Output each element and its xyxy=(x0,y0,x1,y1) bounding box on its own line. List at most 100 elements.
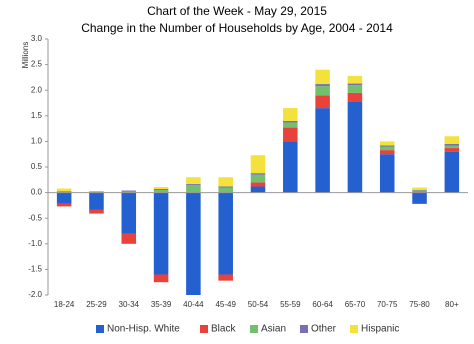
y-tick-label: -1.5 xyxy=(28,265,42,274)
x-tick-label: 50-54 xyxy=(248,300,269,309)
bar-segment xyxy=(444,148,460,152)
bar-segment xyxy=(218,192,233,275)
bar-segment xyxy=(218,186,233,188)
x-tick-label: 80+ xyxy=(445,300,459,309)
bar-segment xyxy=(315,84,330,87)
y-tick-label: 2.5 xyxy=(31,60,43,69)
bar-segment xyxy=(56,188,72,192)
bar-segment xyxy=(283,127,298,142)
legend-swatch xyxy=(250,325,258,333)
y-tick-label: -0.5 xyxy=(28,213,42,222)
bar-segment xyxy=(121,192,137,234)
bar-segment xyxy=(153,189,169,191)
bar-segment xyxy=(379,154,395,193)
bar-segment xyxy=(250,186,266,193)
bar-segment xyxy=(412,190,427,192)
bar-segment xyxy=(89,192,104,210)
x-tick-label: 18-24 xyxy=(54,300,75,309)
bar-segment xyxy=(444,145,460,149)
x-tick-label: 35-39 xyxy=(151,300,172,309)
bar-segment xyxy=(347,85,363,93)
x-tick-label: 25-29 xyxy=(86,300,107,309)
y-tick-label: -1.0 xyxy=(28,239,42,248)
bar-segment xyxy=(89,191,104,192)
y-tick-label: 0.0 xyxy=(31,188,43,197)
bar-segment xyxy=(412,190,427,191)
bar-segment xyxy=(315,69,330,85)
bar-segment xyxy=(89,209,104,214)
bar-segment xyxy=(250,173,266,175)
bar-segment xyxy=(379,145,395,147)
bar-segment xyxy=(444,143,460,146)
legend-label: Black xyxy=(211,324,236,335)
bar-segment xyxy=(412,191,427,193)
bar-segment xyxy=(315,95,330,109)
bar-segment xyxy=(250,155,266,174)
bar-segment xyxy=(218,274,233,281)
bar-segment xyxy=(379,141,395,146)
x-tick-label: 30-34 xyxy=(119,300,140,309)
x-tick-label: 45-49 xyxy=(215,300,236,309)
y-tick-label: 1.5 xyxy=(31,111,43,120)
y-tick-label: 3.0 xyxy=(31,34,43,43)
bar-segment xyxy=(56,203,72,207)
bar-segment xyxy=(186,183,201,185)
x-tick-label: 65-70 xyxy=(345,300,366,309)
bar-segment xyxy=(121,191,137,193)
bar-segment xyxy=(218,177,233,187)
bar-segment xyxy=(347,92,363,102)
bar-segment xyxy=(347,75,363,84)
bar-segment xyxy=(283,120,298,123)
legend-swatch xyxy=(96,325,104,333)
bar-segment xyxy=(444,136,460,144)
legend-label: Hispanic xyxy=(361,324,399,335)
legend-label: Other xyxy=(311,324,337,335)
bar-segment xyxy=(121,190,137,192)
bar-segment xyxy=(186,177,201,184)
bar-segment xyxy=(89,191,104,193)
bar-segment xyxy=(121,233,137,244)
bar-segment xyxy=(379,146,395,151)
y-tick-label: 0.5 xyxy=(31,162,43,171)
x-tick-label: 40-44 xyxy=(183,300,204,309)
bar-segment xyxy=(283,141,298,193)
bar-segment xyxy=(153,192,169,275)
legend-swatch xyxy=(350,325,358,333)
bar-segment xyxy=(56,192,72,204)
y-tick-label: -2.0 xyxy=(28,290,42,299)
bar-segment xyxy=(186,192,201,295)
x-tick-label: 55-59 xyxy=(280,300,301,309)
bar-segment xyxy=(315,86,330,96)
bar-segment xyxy=(218,187,233,193)
bar-segment xyxy=(379,150,395,155)
bar-segment xyxy=(347,83,363,86)
bar-segment xyxy=(186,184,201,193)
bar-segment xyxy=(283,122,298,128)
bar-segment xyxy=(153,274,169,283)
y-tick-label: 2.0 xyxy=(31,85,43,94)
y-axis-label: Millions xyxy=(21,42,30,69)
bar-segment xyxy=(250,182,266,187)
bar-segment xyxy=(315,108,330,193)
bar-segment xyxy=(412,192,427,204)
x-tick-label: 75-80 xyxy=(409,300,430,309)
bar-segment xyxy=(412,187,427,191)
bar-segment xyxy=(153,186,169,190)
chart-subtitle: Change in the Number of Households by Ag… xyxy=(81,21,393,35)
bar-segment xyxy=(56,191,72,193)
bar-segment xyxy=(153,190,169,193)
legend-label: Asian xyxy=(261,324,286,335)
y-tick-label: 1.0 xyxy=(31,137,43,146)
bar-segment xyxy=(250,174,266,183)
legend-swatch xyxy=(300,325,308,333)
legend-swatch xyxy=(200,325,208,333)
chart-title: Chart of the Week - May 29, 2015 xyxy=(147,4,327,18)
bar-segment xyxy=(283,108,298,121)
x-tick-label: 70-75 xyxy=(377,300,398,309)
bar-segment xyxy=(56,191,72,192)
x-tick-label: 60-64 xyxy=(312,300,333,309)
bar-segment xyxy=(347,101,363,193)
legend-label: Non-Hisp. White xyxy=(107,324,180,335)
bar-segment xyxy=(444,151,460,193)
